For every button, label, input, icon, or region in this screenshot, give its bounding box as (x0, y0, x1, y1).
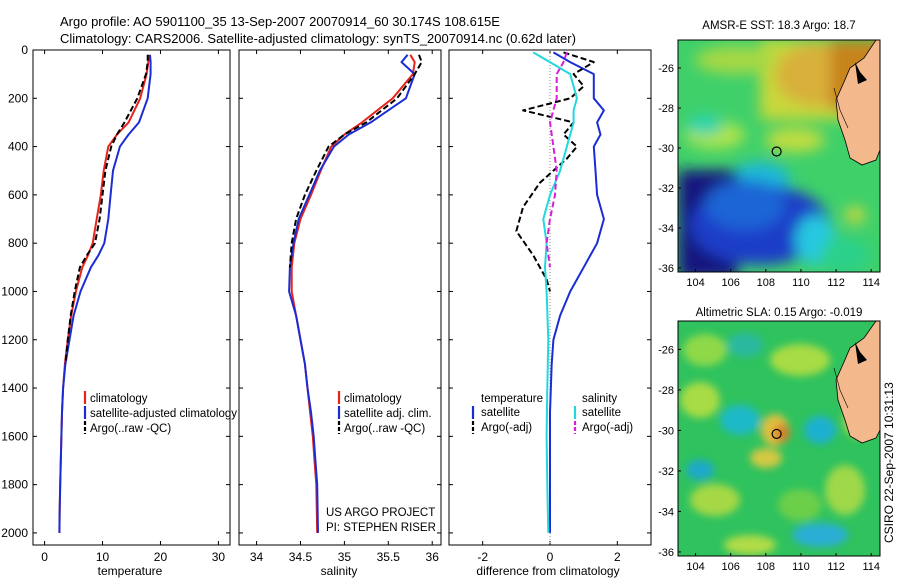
difference-series (515, 51, 605, 533)
y-tick-label: 600 (8, 188, 28, 202)
temperature-legend: climatology satellite-adjusted climatolo… (83, 391, 237, 435)
legend-label-argo: Argo(..raw -QC) (344, 423, 425, 435)
y-tick-label: 1200 (1, 333, 28, 347)
legend-label-satellite: satellite-adjusted climatology (90, 408, 237, 420)
map-x-tick-label: 112 (827, 561, 845, 573)
y-tick-label: 400 (8, 140, 28, 154)
credit-line-2: PI: STEPHEN RISER (326, 522, 436, 534)
sla-map-frame (677, 320, 881, 557)
map-x-tick-label: 110 (792, 561, 810, 573)
y-tick-label: 2000 (1, 526, 28, 540)
temperature-xlabel: temperature (98, 564, 163, 578)
map-x-tick-label: 112 (827, 277, 845, 289)
figure-title-line1: Argo profile: AO 5901100_35 13-Sep-2007 … (60, 14, 500, 29)
temperature-axes: 0 10 20 30 0 200 400 600 800 1000 1200 1400 1600 1800… (1, 43, 230, 564)
x-tick-label: 35.5 (377, 550, 401, 564)
x-tick-label: 2 (614, 550, 621, 564)
diff-temperature-satellite-line (549, 51, 605, 533)
map-x-tick-label: 104 (686, 277, 704, 289)
figure-title-line2: Climatology: CARS2006. Satellite-adjuste… (60, 31, 576, 46)
sst-argo-marker (771, 146, 782, 157)
salinity-legend: climatology satellite adj. clim. Argo(..… (337, 391, 432, 435)
sal-satellite-adj-clim-line (288, 54, 416, 533)
sla-argo-marker (771, 428, 782, 440)
map-y-tick-label: -32 (658, 466, 674, 478)
salinity-xlabel: salinity (321, 564, 358, 578)
map-x-tick-label: 114 (862, 561, 880, 573)
temperature-panel-frame (32, 49, 231, 546)
legend-label-argo: Argo(..raw -QC) (90, 423, 171, 435)
x-tick-label: -2 (477, 550, 488, 564)
map-y-tick-label: -26 (658, 63, 674, 75)
legend-column-temperature: temperature (481, 393, 543, 405)
map-x-tick-label: 108 (757, 561, 775, 573)
y-tick-label: 800 (8, 236, 28, 250)
y-tick-label: 200 (8, 91, 28, 105)
sst-map-title: AMSR-E SST: 18.3 Argo: 18.7 (702, 20, 855, 32)
map-y-tick-label: -32 (658, 183, 674, 195)
x-tick-label: 35 (338, 550, 352, 564)
sla-map-axes: 104 106 108 110 112 114 -26 -28 -30 -32 -34 -36 (658, 344, 880, 573)
map-y-tick-label: -28 (658, 103, 674, 115)
salinity-series (288, 54, 423, 533)
x-tick-label: 34.5 (289, 550, 313, 564)
map-y-tick-label: -28 (658, 385, 674, 397)
x-tick-label: 10 (96, 550, 110, 564)
map-y-tick-label: -34 (658, 506, 674, 518)
legend-label-sal-argo: Argo(-adj) (582, 422, 633, 434)
map-x-tick-label: 110 (792, 277, 810, 289)
y-tick-label: 1400 (1, 381, 28, 395)
sla-map-image (678, 321, 880, 556)
temperature-series (58, 54, 152, 533)
temp-satellite-adjusted-climatology-line (58, 54, 152, 533)
x-tick-label: 0 (547, 550, 554, 564)
sst-map-frame (677, 39, 881, 273)
map-y-tick-label: -34 (658, 223, 674, 235)
map-x-tick-label: 106 (722, 277, 740, 289)
difference-xlabel: difference from climatology (476, 564, 619, 578)
y-tick-label: 0 (21, 43, 28, 57)
map-y-tick-label: -36 (658, 263, 674, 275)
legend-label-satellite: satellite adj. clim. (344, 408, 432, 420)
map-y-tick-label: -36 (658, 547, 674, 559)
map-x-tick-label: 108 (757, 277, 775, 289)
x-tick-label: 36 (426, 550, 440, 564)
credit-line-1: US ARGO PROJECT (326, 507, 435, 519)
diff-salinity-satellite-line (532, 51, 578, 533)
sst-map-image (678, 40, 880, 272)
temp-argo-raw-qc-line (64, 54, 149, 364)
side-timestamp-label: CSIRO 22-Sep-2007 10:31:13 (882, 382, 896, 543)
legend-column-salinity: salinity (582, 393, 617, 405)
map-x-tick-label: 106 (722, 561, 740, 573)
x-tick-label: 20 (154, 550, 168, 564)
map-y-tick-label: -30 (658, 425, 674, 437)
x-tick-label: 34 (250, 550, 264, 564)
y-tick-label: 1000 (1, 284, 28, 298)
diff-temperature-argo-adj-line (515, 51, 595, 292)
map-x-tick-label: 104 (686, 561, 704, 573)
y-tick-label: 1800 (1, 478, 28, 492)
x-tick-label: 30 (212, 550, 226, 564)
salinity-axes: 34 34.5 35 35.5 36 (239, 49, 441, 564)
map-y-tick-label: -30 (658, 143, 674, 155)
y-tick-label: 1600 (1, 429, 28, 443)
sal-argo-raw-qc-line (288, 54, 423, 268)
x-tick-label: 0 (41, 550, 48, 564)
legend-label-temp-argo: Argo(-adj) (481, 422, 532, 434)
map-y-tick-label: -26 (658, 344, 674, 356)
difference-legend: temperature salinity satellite Argo(-adj… (471, 393, 633, 434)
sla-map-title: Altimetric SLA: 0.15 Argo: -0.019 (696, 307, 863, 319)
diff-salinity-argo-adj-line (545, 52, 568, 268)
sst-map-axes: 104 106 108 110 112 114 -26 -28 -30 -32 -34 -36 (658, 63, 880, 289)
difference-axes: -2 0 2 (449, 49, 651, 564)
legend-label-sal-satellite: satellite (582, 407, 621, 419)
legend-label-climatology: climatology (344, 393, 402, 405)
salinity-panel-frame (238, 49, 442, 546)
map-x-tick-label: 114 (862, 277, 880, 289)
legend-label-climatology: climatology (90, 393, 148, 405)
legend-label-temp-satellite: satellite (481, 407, 520, 419)
